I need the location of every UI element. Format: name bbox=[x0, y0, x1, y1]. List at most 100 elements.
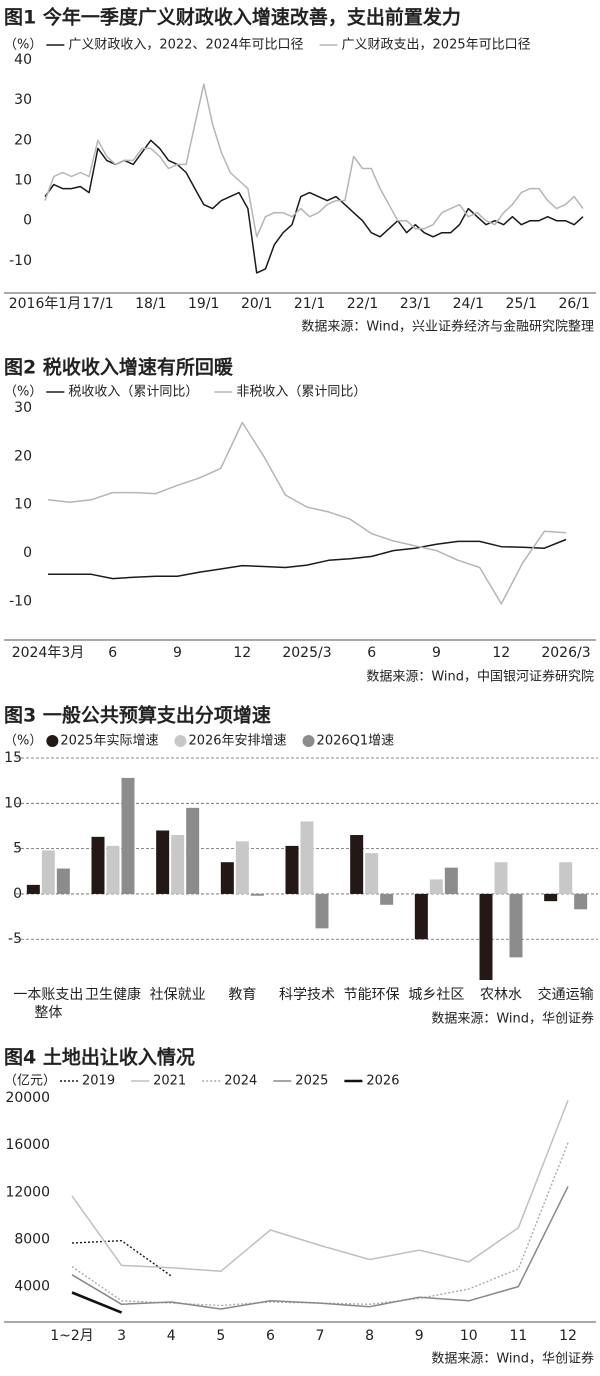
bar bbox=[106, 845, 120, 894]
legend-label: 2026 bbox=[366, 1074, 399, 1089]
bar bbox=[250, 893, 264, 896]
y-tick-label: 40 bbox=[14, 52, 32, 68]
series-line bbox=[48, 538, 567, 580]
source-note: 数据来源：Wind，华创证券 bbox=[431, 1011, 594, 1027]
legend-swatch bbox=[302, 735, 315, 747]
legend-label: 税收收入（累计同比） bbox=[68, 385, 198, 400]
chart-title: 图3 一般公共预算支出分项增速 bbox=[4, 704, 271, 727]
y-tick-label: 20 bbox=[14, 132, 32, 148]
legend-label: 2026Q1增速 bbox=[317, 734, 395, 749]
x-tick-label: 12 bbox=[233, 645, 251, 661]
y-tick-label: -10 bbox=[9, 253, 32, 269]
legend-swatch bbox=[46, 735, 59, 747]
y-tick-label: 10 bbox=[4, 795, 22, 811]
y-tick-label: 20 bbox=[14, 448, 32, 464]
bar bbox=[26, 884, 40, 894]
x-tick-label: 3 bbox=[117, 1328, 126, 1344]
bar bbox=[285, 845, 299, 894]
bar bbox=[574, 893, 588, 910]
bar bbox=[121, 777, 135, 894]
legend-label: 2021 bbox=[153, 1074, 186, 1089]
x-tick-label: 8 bbox=[365, 1328, 374, 1344]
series-line bbox=[44, 83, 584, 238]
legend-swatch bbox=[174, 735, 187, 747]
x-tick-label: 9 bbox=[173, 645, 182, 661]
x-tick-label: 11 bbox=[509, 1328, 527, 1344]
bar bbox=[380, 893, 394, 905]
x-tick-label: 12 bbox=[492, 645, 510, 661]
x-tick-label: 24/1 bbox=[453, 296, 484, 312]
x-tick-label: 10 bbox=[460, 1328, 478, 1344]
y-tick-label: -5 bbox=[8, 931, 22, 947]
legend-label: 2026年安排增速 bbox=[188, 734, 286, 749]
x-tick-label: 2016年1月 bbox=[9, 296, 82, 312]
legend-label: 2024 bbox=[224, 1074, 257, 1089]
bar bbox=[350, 835, 364, 894]
x-tick-label: 卫生健康 bbox=[85, 986, 141, 1003]
x-tick-label: 21/1 bbox=[294, 296, 325, 312]
bar bbox=[365, 853, 379, 894]
legend-label: 2025年实际增速 bbox=[60, 734, 158, 749]
x-tick-label: 17/1 bbox=[82, 296, 113, 312]
y-tick-label: 30 bbox=[14, 400, 32, 416]
x-tick-label: 25/1 bbox=[506, 296, 537, 312]
bar bbox=[429, 879, 443, 894]
unit-label: （%） bbox=[4, 38, 42, 53]
legend-label: 2025 bbox=[295, 1074, 328, 1089]
y-tick-label: 4000 bbox=[14, 1279, 50, 1295]
x-tick-label: 教育 bbox=[228, 987, 256, 1003]
series-line bbox=[71, 1142, 569, 1307]
series-line bbox=[47, 421, 567, 605]
x-tick-label: 节能环保 bbox=[344, 987, 400, 1003]
series-line bbox=[44, 139, 584, 274]
x-tick-label: 4 bbox=[167, 1328, 176, 1344]
source-note: 数据来源：Wind，兴业证券经济与金融研究院整理 bbox=[301, 319, 594, 335]
x-tick-label: 城乡社区 bbox=[408, 987, 464, 1003]
bar bbox=[56, 868, 70, 894]
x-tick-label: 一本账支出整体 bbox=[13, 987, 83, 1021]
chart-title: 图1 今年一季度广义财政收入增速改善，支出前置发力 bbox=[4, 6, 461, 29]
bar bbox=[315, 893, 329, 929]
x-tick-label: 9 bbox=[432, 645, 441, 661]
x-tick-label: 26/1 bbox=[558, 296, 589, 312]
bar bbox=[479, 893, 493, 980]
source-note: 数据来源：Wind，华创证券 bbox=[431, 1351, 594, 1367]
x-tick-label: 19/1 bbox=[188, 296, 219, 312]
y-tick-label: -10 bbox=[9, 593, 32, 609]
x-tick-label: 12 bbox=[559, 1328, 577, 1344]
bar bbox=[509, 893, 523, 958]
x-tick-label: 5 bbox=[216, 1328, 225, 1344]
x-tick-label: 2024年3月 bbox=[12, 645, 85, 661]
x-tick-label: 23/1 bbox=[400, 296, 431, 312]
legend-label: 广义财政支出，2025年可比口径 bbox=[342, 38, 531, 53]
chart-title: 图4 土地出让收入情况 bbox=[4, 1046, 195, 1069]
bar bbox=[91, 836, 105, 894]
x-tick-label: 6 bbox=[367, 645, 376, 661]
chart-title: 图2 税收收入增速有所回暖 bbox=[4, 356, 234, 379]
y-tick-label: 20000 bbox=[5, 1090, 50, 1106]
unit-label: （%） bbox=[4, 734, 42, 749]
unit-label: （亿元） bbox=[4, 1074, 56, 1089]
bar bbox=[494, 862, 508, 894]
y-tick-label: 8000 bbox=[14, 1231, 50, 1247]
legend-label: 广义财政收入，2022、2024年可比口径 bbox=[68, 38, 303, 53]
bar bbox=[300, 821, 314, 894]
bar bbox=[171, 835, 185, 894]
x-tick-label: 20/1 bbox=[241, 296, 272, 312]
bar bbox=[220, 862, 234, 894]
x-tick-label: 社保就业 bbox=[150, 987, 206, 1003]
x-tick-label: 7 bbox=[316, 1328, 325, 1344]
unit-label: （%） bbox=[4, 385, 42, 400]
series-line bbox=[71, 1240, 172, 1277]
x-tick-label: 2025/3 bbox=[282, 645, 331, 661]
y-tick-label: 10 bbox=[14, 497, 32, 513]
y-tick-label: 30 bbox=[14, 92, 32, 108]
x-tick-label: 9 bbox=[415, 1328, 424, 1344]
source-note: 数据来源：Wind，中国银河证券研究院 bbox=[366, 669, 594, 685]
bar bbox=[444, 867, 458, 894]
x-tick-label: 农林水 bbox=[480, 987, 522, 1003]
bar bbox=[186, 807, 200, 894]
y-tick-label: 16000 bbox=[5, 1137, 50, 1153]
x-tick-label: 交通运输 bbox=[538, 986, 594, 1003]
